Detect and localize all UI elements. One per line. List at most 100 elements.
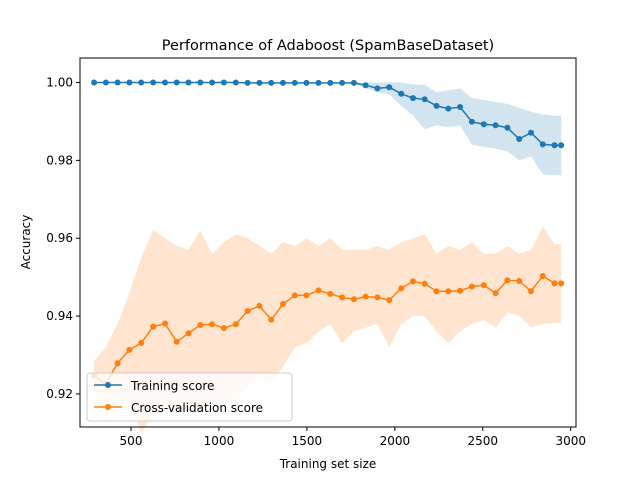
cross-validation-score-point	[468, 283, 475, 290]
cross-validation-score-point	[350, 296, 357, 303]
cross-validation-score-point	[280, 301, 286, 307]
cross-validation-score-point	[220, 325, 227, 332]
cross-validation-score-point	[126, 346, 133, 353]
training-score-point	[468, 118, 475, 125]
training-score-point	[504, 124, 511, 131]
training-score-point	[126, 79, 133, 86]
training-score-point	[457, 104, 464, 110]
legend-box	[86, 372, 293, 422]
cross-validation-score-point	[551, 280, 558, 287]
training-score-point	[197, 79, 204, 86]
training-score-point	[558, 142, 565, 149]
training-score-point	[350, 79, 357, 86]
training-score-point	[445, 105, 452, 112]
training-score-point	[220, 79, 227, 86]
training-score-point	[256, 79, 263, 86]
axes-frame	[79, 57, 577, 428]
cross-validation-score-point	[291, 292, 298, 299]
cross-validation-score-point	[256, 302, 263, 309]
cross-validation-score-point	[386, 297, 393, 304]
training-score-point	[291, 79, 298, 86]
training-score-point	[280, 79, 286, 86]
cross-validation-score-point	[398, 285, 405, 292]
training-score-point	[480, 121, 487, 128]
training-score-point	[410, 95, 416, 102]
legend-label-training: Training score	[130, 379, 214, 393]
x-axis-label: Training set size	[279, 457, 377, 471]
cross-validation-score-point	[457, 287, 464, 294]
cross-validation-score-point	[410, 278, 416, 285]
cross-validation-score-point	[185, 330, 192, 337]
training-score-point	[185, 79, 192, 86]
legend: Training score Cross-validation score	[86, 372, 293, 422]
training-score-point	[244, 79, 251, 86]
training-score-point	[209, 79, 216, 86]
training-score-point	[327, 79, 334, 86]
training-score-point	[551, 142, 558, 149]
cross-validation-score-point	[209, 321, 216, 328]
cross-validation-score-point	[138, 339, 145, 346]
training-score-point	[232, 79, 239, 86]
training-score-point	[528, 129, 534, 136]
cross-validation-score-point	[558, 280, 565, 287]
training-score-point	[516, 136, 523, 142]
cross-validation-score-point	[303, 292, 310, 299]
legend-marker-training	[105, 382, 111, 388]
cross-validation-score-point	[374, 294, 381, 301]
training-score-point	[268, 79, 275, 86]
cross-validation-score-point	[232, 321, 239, 328]
training-score-point	[173, 79, 180, 86]
x-tick-label: 500	[120, 434, 143, 448]
training-score-point	[492, 122, 499, 129]
y-axis-label: Accuracy	[19, 215, 33, 270]
cross-validation-score-point	[445, 288, 452, 295]
training-score-point	[114, 79, 121, 86]
cross-validation-score-point	[362, 293, 369, 300]
training-score-point	[386, 84, 393, 91]
training-score-point	[162, 79, 168, 86]
training-score-point	[421, 96, 428, 103]
cross-validation-score-point	[173, 338, 180, 345]
x-tick-label: 2000	[380, 434, 411, 448]
x-tick-label: 2500	[468, 434, 499, 448]
training-score-point	[303, 79, 310, 86]
training-score-point	[91, 79, 98, 86]
cross-validation-score-point	[539, 273, 546, 279]
cross-validation-score-point	[244, 308, 251, 314]
training-score-point	[315, 79, 322, 86]
training-score-point	[433, 102, 440, 109]
cross-validation-score-point	[480, 282, 487, 289]
cross-validation-score-point	[339, 294, 346, 301]
cross-validation-score-point	[421, 280, 428, 287]
cross-validation-score-point	[114, 360, 121, 367]
y-tick-label: 0.98	[46, 153, 73, 167]
training-score-point	[362, 82, 369, 89]
training-score-point	[102, 79, 109, 86]
axis-ticks: 500 1000 1500 2000 2500 3000 0.92 0.94 0.96 0.98 1…	[46, 76, 586, 448]
x-tick-label: 3000	[555, 434, 586, 448]
legend-marker-cross-validation	[105, 404, 111, 410]
training-score-point	[398, 90, 405, 97]
training-score-point	[374, 85, 381, 92]
cross-validation-score-point	[315, 287, 322, 294]
training-score-point	[339, 79, 346, 86]
cross-validation-score-point	[516, 278, 523, 284]
cross-validation-score-point	[528, 288, 534, 295]
x-tick-label: 1500	[292, 434, 323, 448]
training-score-point	[138, 79, 145, 86]
y-tick-label: 0.94	[46, 309, 73, 323]
cross-validation-score-point	[433, 288, 440, 295]
cross-validation-score-point	[150, 323, 157, 330]
y-tick-label: 0.96	[46, 231, 73, 245]
cross-validation-score-point	[268, 316, 275, 323]
legend-label-cross-validation: Cross-validation score	[131, 401, 263, 415]
y-tick-label: 0.92	[46, 387, 73, 401]
cross-validation-score-point	[162, 320, 168, 327]
training-score-band	[94, 82, 562, 176]
chart-title: Performance of Adaboost (SpamBaseDataset…	[162, 38, 494, 54]
training-score-point	[150, 79, 157, 86]
cross-validation-score-point	[492, 290, 499, 297]
x-tick-label: 1000	[204, 434, 235, 448]
cross-validation-score-point	[504, 277, 511, 284]
y-tick-label: 1.00	[46, 76, 73, 90]
